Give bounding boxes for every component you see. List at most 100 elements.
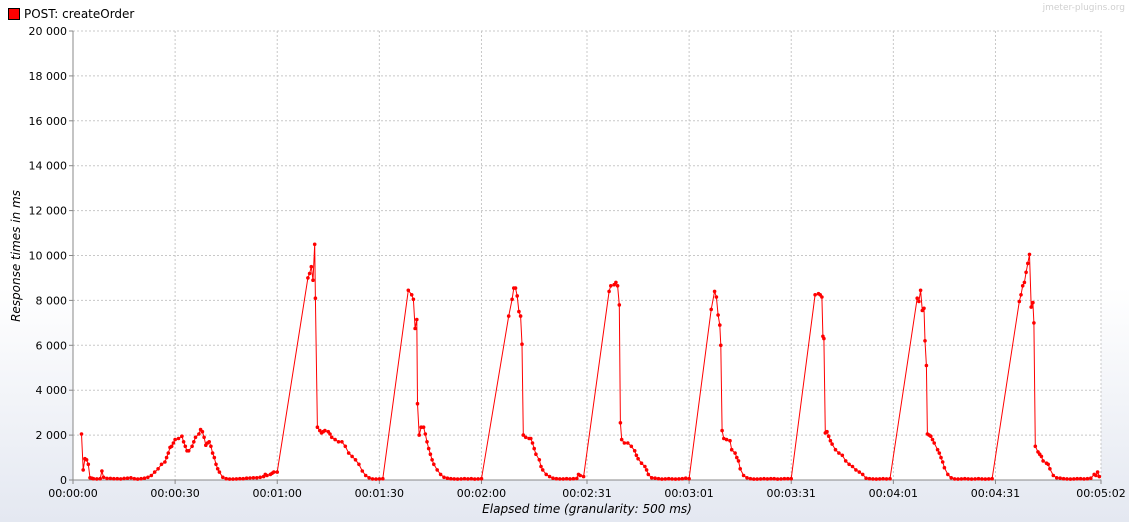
data-point	[156, 467, 160, 471]
data-point	[554, 476, 559, 481]
data-point	[765, 477, 770, 481]
data-point	[1075, 476, 1079, 481]
data-point	[670, 477, 674, 481]
data-point	[449, 476, 453, 481]
data-point	[193, 435, 198, 440]
data-point	[532, 446, 536, 451]
data-point	[438, 472, 443, 477]
data-point	[837, 451, 841, 455]
x-axis-ticks: 00:00:00 00:00:30 00:01:00 00:01:30 00:02:00…	[48, 480, 1126, 500]
x-axis-title: Elapsed time (granularity: 500 ms)	[482, 502, 692, 516]
data-point	[769, 476, 773, 481]
data-point	[660, 477, 664, 481]
data-point	[340, 440, 344, 444]
data-point	[714, 295, 719, 299]
y-axis-title: Response times in ms	[9, 190, 23, 322]
data-point	[215, 467, 220, 471]
data-point	[212, 455, 217, 460]
data-point	[939, 455, 943, 460]
data-point	[540, 468, 545, 472]
data-point	[476, 477, 480, 481]
data-point	[558, 477, 562, 481]
data-point	[272, 470, 276, 474]
data-point	[209, 444, 213, 449]
data-point	[192, 440, 196, 444]
data-point	[328, 432, 332, 436]
data-point	[95, 477, 99, 481]
data-point	[466, 477, 470, 481]
data-point	[969, 477, 974, 481]
data-point	[847, 462, 851, 467]
data-point	[636, 456, 640, 461]
data-point	[917, 299, 921, 304]
data-point	[656, 476, 661, 481]
data-point	[575, 476, 579, 481]
data-point	[139, 476, 143, 481]
y-tick-label: 16 000	[29, 115, 68, 128]
data-point	[377, 477, 382, 481]
data-point	[1020, 284, 1025, 288]
data-point	[639, 461, 644, 466]
data-point	[1046, 462, 1050, 467]
x-tick-label: 00:04:01	[869, 487, 918, 500]
data-point	[1068, 477, 1073, 481]
data-point	[521, 433, 526, 437]
data-point	[646, 472, 651, 477]
data-point	[435, 468, 440, 472]
data-point	[1082, 477, 1086, 481]
data-point	[413, 326, 417, 331]
data-point	[946, 472, 950, 477]
data-point	[1024, 270, 1028, 275]
data-point	[173, 437, 177, 442]
data-point	[709, 307, 713, 312]
grid-lines	[73, 30, 1102, 480]
data-point	[459, 477, 463, 481]
data-point	[118, 477, 123, 481]
data-point	[871, 477, 875, 481]
y-tick-label: 4 000	[36, 384, 68, 397]
data-point	[762, 476, 766, 481]
data-point	[238, 476, 242, 481]
data-point	[122, 476, 126, 481]
data-point	[518, 314, 523, 318]
data-point	[547, 474, 552, 479]
data-point	[940, 460, 945, 464]
data-point	[415, 317, 419, 322]
data-point	[455, 477, 460, 481]
data-point	[1041, 459, 1045, 463]
watermark: jmeter-plugins.org	[1042, 3, 1125, 13]
data-point	[224, 476, 228, 481]
data-point	[101, 475, 106, 480]
data-point	[163, 460, 167, 464]
data-point	[251, 476, 256, 480]
data-point	[609, 284, 613, 288]
data-point	[409, 293, 414, 297]
data-point	[607, 289, 611, 294]
data-point	[105, 476, 109, 481]
data-point	[363, 473, 368, 478]
data-point	[649, 476, 654, 480]
data-point	[1051, 473, 1056, 478]
data-point	[520, 342, 524, 347]
data-point	[963, 476, 967, 481]
data-point	[716, 313, 720, 317]
data-point	[534, 452, 538, 457]
data-point	[775, 477, 780, 481]
data-point	[719, 343, 723, 348]
data-point	[789, 476, 793, 481]
data-point	[186, 449, 191, 453]
data-point	[506, 314, 511, 318]
data-point	[313, 296, 318, 301]
data-point	[1072, 477, 1076, 481]
data-point	[677, 477, 681, 481]
data-point	[564, 476, 569, 481]
data-point	[830, 442, 834, 446]
data-point	[472, 477, 477, 481]
data-point	[275, 470, 280, 474]
data-point	[469, 476, 474, 481]
data-point	[86, 462, 91, 467]
data-point	[718, 323, 722, 327]
data-point	[428, 452, 433, 457]
data-point	[722, 436, 726, 441]
